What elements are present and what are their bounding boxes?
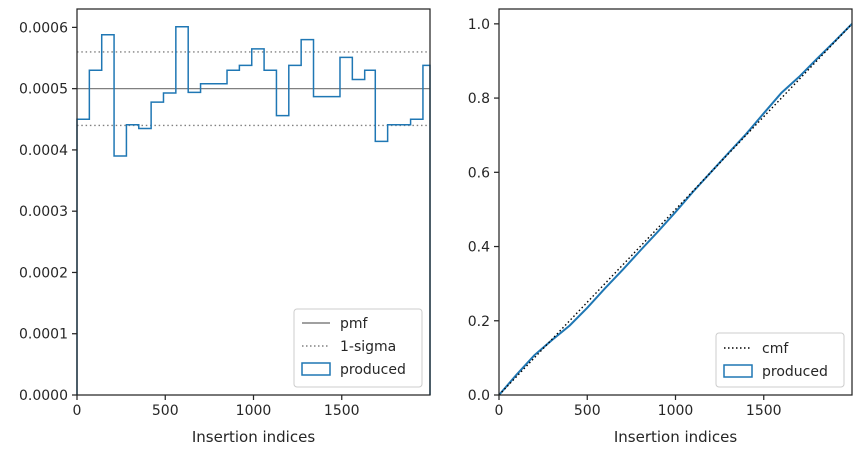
right-panel: 0 500 1000 1500 0.0 0.2 0.4 0.6 0.8 1.0 Insertio… <box>468 8 853 446</box>
right-axes-frame <box>498 8 853 396</box>
left-x-axis-label: Insertion indices <box>192 428 315 446</box>
cmf-line <box>498 23 853 396</box>
y-tick-label: 0.0000 <box>19 388 68 404</box>
y-tick-label: 0.0006 <box>19 20 68 36</box>
produced-histogram <box>76 26 431 395</box>
y-tick-label: 0.0 <box>468 388 490 404</box>
right-x-ticks: 0 500 1000 1500 <box>495 395 782 419</box>
left-legend: pmf 1-sigma produced <box>293 308 423 388</box>
legend-pmf-label: pmf <box>340 316 369 332</box>
x-tick-label: 0 <box>495 403 504 419</box>
x-tick-label: 500 <box>574 403 601 419</box>
y-tick-label: 0.0001 <box>19 327 68 343</box>
legend-produced-swatch <box>301 362 331 376</box>
legend-produced-label: produced <box>340 362 406 378</box>
y-tick-label: 0.0002 <box>19 265 68 281</box>
left-panel: 0 500 1000 1500 0.00000.00010.00020.00030.0… <box>19 8 431 446</box>
legend-1-sigma-label: 1-sigma <box>340 339 396 355</box>
y-tick-label: 0.8 <box>468 91 490 107</box>
right-legend: cmf produced <box>715 332 845 388</box>
y-tick-label: 0.6 <box>468 165 490 181</box>
right-legend-box <box>715 332 845 388</box>
left-x-ticks: 0 500 1000 1500 <box>73 395 360 419</box>
x-tick-label: 1500 <box>746 403 782 419</box>
left-plot-area <box>76 26 431 395</box>
y-tick-label: 0.4 <box>468 240 490 256</box>
legend-cmf-label: cmf <box>762 341 789 357</box>
left-y-ticks: 0.0000 0.0001 0.0002 0.0003 0.0004 0.0005 0.00… <box>19 20 77 404</box>
left-axes-frame <box>76 8 431 396</box>
x-tick-label: 500 <box>152 403 179 419</box>
y-tick-label: 0.0003 <box>19 204 68 220</box>
y-tick-label: 0.0004 <box>19 143 68 159</box>
right-plot-area <box>498 23 853 396</box>
right-x-axis-label: Insertion indices <box>614 428 737 446</box>
x-tick-label: 0 <box>73 403 82 419</box>
y-tick-label: 1.0 <box>468 17 490 33</box>
y-tick-label: 0.2 <box>468 314 490 330</box>
produced-cdf-line <box>498 23 853 396</box>
x-tick-label: 1000 <box>236 403 272 419</box>
left-legend-box <box>293 308 423 388</box>
x-tick-label: 1000 <box>658 403 694 419</box>
x-tick-label: 1500 <box>324 403 360 419</box>
right-y-ticks: 0.0 0.2 0.4 0.6 0.8 1.0 <box>468 17 499 404</box>
legend-produced-swatch <box>723 364 753 378</box>
legend-produced-label: produced <box>762 364 828 380</box>
y-tick-label: 0.0005 <box>19 82 68 98</box>
